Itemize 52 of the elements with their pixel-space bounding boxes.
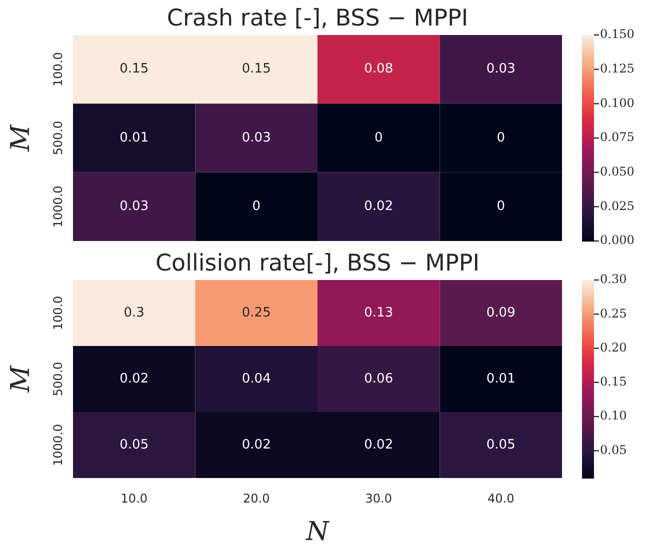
color-bar-label: 0.125 xyxy=(600,61,634,76)
y-axis-title: M xyxy=(6,364,36,394)
color-bar-label: 0.25 xyxy=(600,306,627,320)
data-label: 0.04 xyxy=(242,371,271,386)
chart-title: Crash rate [-], BSS − MPPI xyxy=(166,5,468,32)
chart-title: Collision rate[-], BSS − MPPI xyxy=(155,250,480,276)
x-tick-label: 40.0 xyxy=(488,491,514,506)
data-label: 0.02 xyxy=(120,371,149,386)
data-label: 0.01 xyxy=(486,371,516,386)
color-bar-label: 0.10 xyxy=(600,408,627,423)
y-tick-label: 100.0 xyxy=(51,296,66,330)
data-label: 0.08 xyxy=(364,62,394,77)
data-label: 0.02 xyxy=(364,199,394,214)
data-label: 0.05 xyxy=(120,437,149,452)
y-axis-title: M xyxy=(6,123,36,152)
data-label: 0.09 xyxy=(486,305,516,320)
data-label: 0.03 xyxy=(242,130,271,146)
data-label: 0.13 xyxy=(364,305,394,320)
y-tick-label: 100.0 xyxy=(51,52,66,87)
data-label: 0.3 xyxy=(124,305,144,320)
y-tick-label: 1000.0 xyxy=(51,424,66,466)
y-tick-label: 500.0 xyxy=(51,362,66,396)
color-bar-label: 0.075 xyxy=(600,130,634,144)
data-label: 0 xyxy=(496,130,506,146)
data-label: 0.02 xyxy=(242,437,271,452)
data-label: 0 xyxy=(374,130,383,146)
color-bar-label: 0.050 xyxy=(600,164,634,178)
color-bar-label: 0.100 xyxy=(600,96,634,110)
color-bar-label: 0.025 xyxy=(600,198,634,213)
data-label: 0.06 xyxy=(364,371,394,386)
color-bar-label: 0.30 xyxy=(600,272,627,286)
color-bar-label: 0.05 xyxy=(600,442,627,457)
data-label: 0 xyxy=(252,199,261,214)
data-label: 0.15 xyxy=(242,62,271,77)
color-bar-label: 0.15 xyxy=(600,374,627,389)
color-bar-label: 0.150 xyxy=(600,27,634,42)
data-label: 0 xyxy=(496,199,506,214)
data-label: 0.05 xyxy=(486,437,516,452)
y-tick-label: 500.0 xyxy=(51,120,66,156)
data-label: 0.02 xyxy=(364,437,394,452)
data-label: 0.15 xyxy=(120,62,149,77)
data-label: 0.03 xyxy=(120,199,149,214)
x-tick-label: 10.0 xyxy=(120,491,148,506)
x-tick-label: 20.0 xyxy=(243,491,270,506)
data-label: 0.25 xyxy=(242,305,271,320)
x-axis-title: N xyxy=(305,516,330,547)
color-bar-label: 0.20 xyxy=(600,340,627,354)
x-tick-label: 30.0 xyxy=(365,491,392,506)
data-label: 0.01 xyxy=(120,130,149,146)
data-label: 0.03 xyxy=(486,62,516,77)
y-tick-label: 1000.0 xyxy=(51,186,66,228)
color-bar-label: 0.000 xyxy=(600,233,634,248)
